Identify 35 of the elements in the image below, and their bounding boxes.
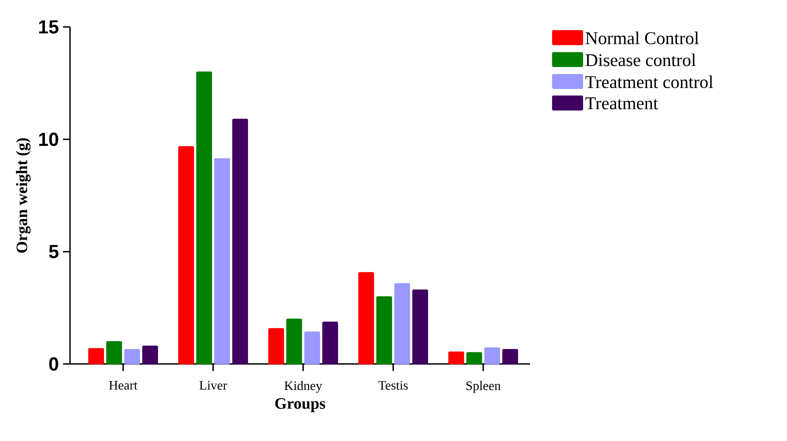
- bar: [88, 348, 104, 364]
- bar: [502, 348, 518, 364]
- bar: [286, 318, 302, 364]
- bar: [484, 347, 500, 364]
- x-tick-label: Liver: [199, 381, 228, 390]
- y-tick-label: 0: [49, 357, 58, 371]
- x-tick-label: Testis: [378, 381, 408, 390]
- bar: [268, 328, 284, 364]
- bar: [106, 341, 122, 364]
- bar: [358, 272, 374, 364]
- bar: [196, 72, 212, 364]
- bar: [304, 331, 320, 364]
- y-tick-label: 15: [39, 20, 58, 34]
- bar: [376, 296, 392, 364]
- y-tick-label: 5: [49, 245, 58, 258]
- bar: [178, 146, 194, 364]
- bar: [322, 322, 338, 364]
- bar: [232, 118, 248, 364]
- bar: [124, 348, 140, 364]
- bar: [142, 346, 158, 364]
- bar: [448, 351, 464, 364]
- legend-label: Treatment: [585, 97, 658, 110]
- y-tick-label: 10: [39, 132, 58, 146]
- legend-label: Normal Control: [586, 32, 699, 44]
- legend-label: Disease control: [586, 54, 696, 66]
- x-axis-title: Groups: [275, 398, 326, 412]
- legend-label: Treatment control: [585, 76, 714, 88]
- bar: [214, 158, 230, 364]
- bar: [466, 352, 482, 364]
- bar: [394, 283, 410, 364]
- x-tick-label: Kidney: [284, 381, 322, 393]
- y-axis-title: Organ weight (g): [16, 138, 31, 253]
- x-tick-label: Heart: [109, 381, 138, 390]
- bar: [412, 289, 428, 364]
- x-tick-label: Spleen: [466, 381, 501, 393]
